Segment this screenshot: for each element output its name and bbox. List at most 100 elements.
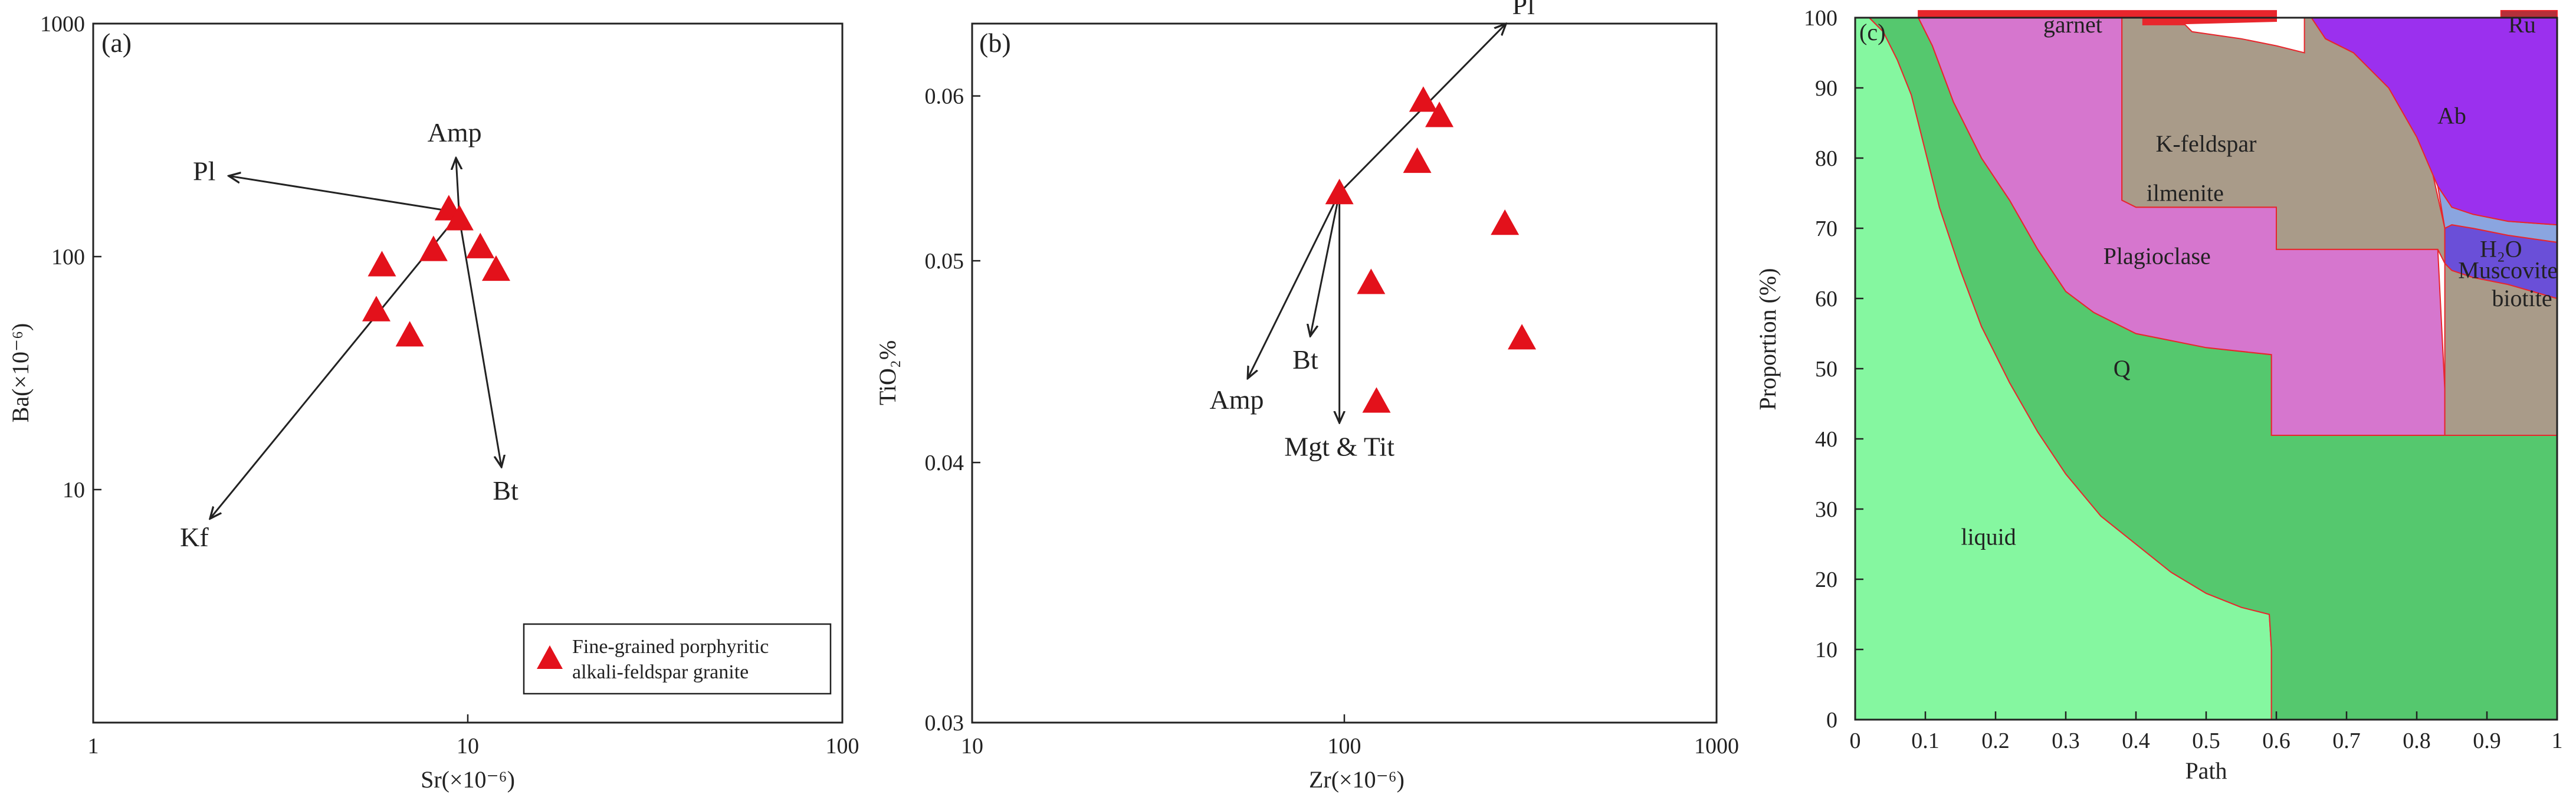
legend-marker bbox=[537, 645, 563, 669]
c-ytick-label: 30 bbox=[1815, 497, 1837, 522]
a-vector-label: Pl bbox=[193, 156, 215, 186]
c-ytick-label: 0 bbox=[1826, 708, 1837, 733]
b-data-point bbox=[1357, 268, 1386, 294]
a-data-point bbox=[481, 255, 510, 281]
phase-label: liquid bbox=[1961, 524, 2016, 550]
a-data-point bbox=[395, 321, 424, 347]
phase-label: biotite bbox=[2492, 285, 2552, 311]
a-data-point bbox=[466, 232, 495, 258]
phase-label: garnet bbox=[2043, 11, 2102, 38]
phase-label: K-feldspar bbox=[2155, 130, 2256, 157]
c-ytick-label: 100 bbox=[1804, 6, 1837, 31]
a-xtick-label: 1 bbox=[88, 734, 99, 759]
c-xtick-label: 0.6 bbox=[2262, 728, 2290, 753]
panel-b-points bbox=[1325, 86, 1537, 413]
phase-label: Plagioclase bbox=[2104, 243, 2211, 270]
b-data-point bbox=[1362, 387, 1391, 413]
a-xtick-label: 100 bbox=[826, 734, 859, 759]
legend-box bbox=[523, 623, 832, 695]
c-ytick-label: 20 bbox=[1815, 567, 1837, 592]
panel-c-ylabel: Proportion (%) bbox=[1754, 268, 1781, 410]
c-xtick-label: 0 bbox=[1850, 728, 1861, 753]
panel-c-labels: liquid Q Plagioclase K-feldspar ilmenite garn… bbox=[1961, 11, 2558, 550]
panel-b-frame bbox=[971, 22, 1718, 724]
b-ytick-label: 0.03 bbox=[925, 711, 964, 736]
panel-b-ylabel: TiO₂% bbox=[874, 340, 901, 405]
b-ytick-label: 0.04 bbox=[925, 451, 964, 475]
b-data-point bbox=[1491, 209, 1520, 235]
a-ytick-label: 100 bbox=[51, 245, 85, 270]
c-ytick-label: 40 bbox=[1815, 427, 1837, 452]
b-xtick-label: 1000 bbox=[1694, 734, 1739, 759]
b-vector-label: Pl bbox=[1512, 0, 1534, 20]
phase-label: Ab bbox=[2437, 103, 2466, 129]
a-data-point bbox=[362, 296, 390, 321]
a-vector-kf bbox=[210, 215, 459, 519]
b-vector-label: Mgt & Tit bbox=[1284, 432, 1394, 462]
panel-a-letter: (a) bbox=[101, 28, 132, 58]
panel-c-regions bbox=[1855, 10, 2558, 720]
b-data-point bbox=[1325, 178, 1354, 205]
phase-label: H₂O bbox=[2480, 236, 2522, 262]
phase-label: Muscovite bbox=[2458, 257, 2558, 283]
panel-a-ylabel: Ba(×10⁻⁶) bbox=[7, 323, 34, 423]
panel-b-ticks: 10 100 1000 0.03 0.04 0.05 0.06 bbox=[925, 84, 1740, 759]
b-vector-label: Bt bbox=[1292, 344, 1318, 375]
legend-label-line1: Fine-grained porphyritic bbox=[572, 636, 769, 658]
c-xtick-label: 0.1 bbox=[1911, 728, 1940, 753]
panel-a-points bbox=[362, 195, 510, 347]
b-xtick-label: 100 bbox=[1328, 734, 1361, 759]
b-data-point bbox=[1508, 324, 1537, 350]
b-xtick-label: 10 bbox=[961, 734, 983, 759]
c-xtick-label: 0.4 bbox=[2122, 728, 2150, 753]
a-ytick-label: 10 bbox=[63, 478, 85, 503]
panel-a-ticks: 1 10 100 10 100 1000 bbox=[40, 12, 859, 759]
c-ytick-label: 70 bbox=[1815, 216, 1837, 241]
a-ytick-label: 1000 bbox=[40, 12, 85, 37]
a-vector-label: Kf bbox=[180, 522, 209, 552]
c-xtick-label: 0.7 bbox=[2332, 728, 2361, 753]
c-xtick-label: 0.8 bbox=[2403, 728, 2431, 753]
b-vector-label: Amp bbox=[1210, 385, 1264, 415]
phase-label: Ru bbox=[2508, 11, 2536, 38]
c-ytick-label: 80 bbox=[1815, 146, 1837, 171]
c-ytick-label: 60 bbox=[1815, 287, 1837, 311]
phase-label: ilmenite bbox=[2147, 180, 2224, 206]
a-vector-label: Amp bbox=[428, 117, 482, 147]
a-vector-pl bbox=[229, 176, 458, 214]
b-vector-amp bbox=[1248, 192, 1340, 379]
c-xtick-label: 1 bbox=[2552, 728, 2563, 753]
b-data-point bbox=[1425, 101, 1454, 127]
c-xtick-label: 0.2 bbox=[1981, 728, 2010, 753]
c-xtick-label: 0.9 bbox=[2473, 728, 2501, 753]
phase-label: Q bbox=[2114, 355, 2131, 382]
c-xtick-label: 0.5 bbox=[2192, 728, 2220, 753]
c-ytick-label: 10 bbox=[1815, 638, 1837, 662]
b-data-point bbox=[1403, 147, 1432, 173]
a-data-point bbox=[445, 205, 474, 231]
a-vector-bt bbox=[458, 219, 501, 467]
b-ytick-label: 0.05 bbox=[925, 249, 964, 274]
c-ytick-label: 50 bbox=[1815, 357, 1837, 382]
c-ytick-label: 90 bbox=[1815, 76, 1837, 101]
panel-b-letter: (b) bbox=[979, 28, 1011, 58]
a-xtick-label: 10 bbox=[457, 734, 479, 759]
panel-c-xlabel: Path bbox=[2185, 757, 2227, 784]
panel-b-vectors: Pl Amp Bt Mgt & Tit bbox=[1210, 0, 1535, 462]
c-xtick-label: 0.3 bbox=[2052, 728, 2080, 753]
legend: Fine-grained porphyritic alkali-feldspar… bbox=[523, 623, 832, 695]
panel-c-letter: (c) bbox=[1859, 19, 1885, 45]
panel-a-xlabel: Sr(×10⁻⁶) bbox=[421, 766, 515, 793]
a-vector-label: Bt bbox=[493, 475, 519, 506]
panel-b: (b) 10 100 1000 0.03 0.04 0.05 0.06 Pl Amp Bt Mgt… bbox=[874, 0, 1739, 793]
a-data-point bbox=[367, 251, 396, 277]
panel-c-ticks: 0 0.1 0.2 0.3 0.4 0.5 0.6 0.7 0.8 0.9 101020304050… bbox=[1804, 6, 2563, 753]
panel-c: 0 0.1 0.2 0.3 0.4 0.5 0.6 0.7 0.8 0.9 101020304050… bbox=[1754, 6, 2563, 784]
b-ytick-label: 0.06 bbox=[925, 84, 964, 109]
b-vector-bt bbox=[1310, 192, 1341, 336]
panel-a-vectors: Pl Amp Bt Kf bbox=[180, 117, 519, 552]
panel-b-xlabel: Zr(×10⁻⁶) bbox=[1309, 766, 1405, 793]
legend-label-line2: alkali-feldspar granite bbox=[572, 661, 749, 683]
